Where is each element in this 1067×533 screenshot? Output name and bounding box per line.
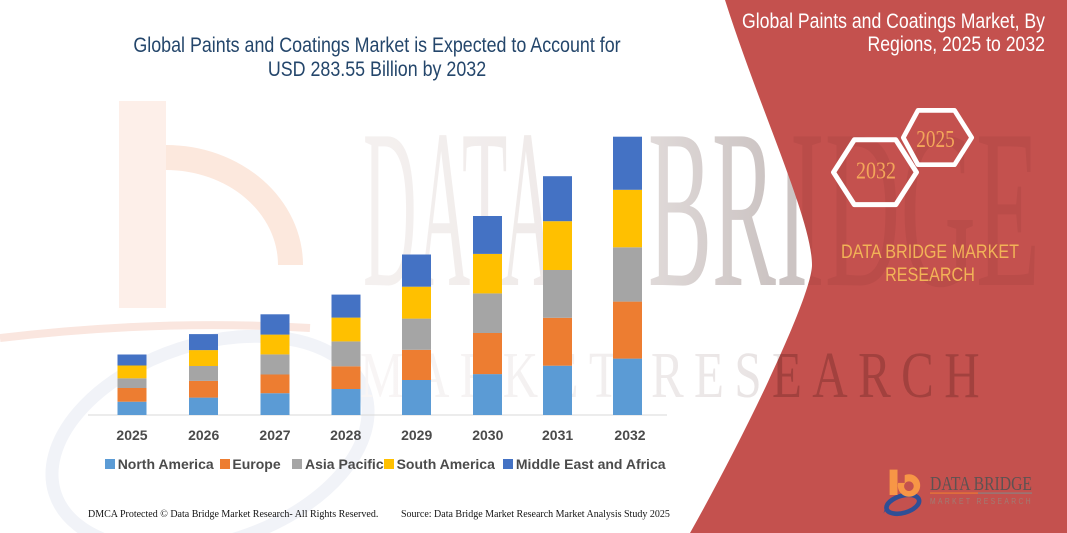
svg-text:DATA BRIDGE: DATA BRIDGE — [930, 473, 1032, 495]
svg-text:2032: 2032 — [856, 158, 896, 185]
svg-text:DATA: DATA — [363, 84, 555, 335]
svg-text:MARKET RESEARCH: MARKET RESEARCH — [930, 496, 1033, 506]
svg-text:2025: 2025 — [916, 126, 955, 153]
